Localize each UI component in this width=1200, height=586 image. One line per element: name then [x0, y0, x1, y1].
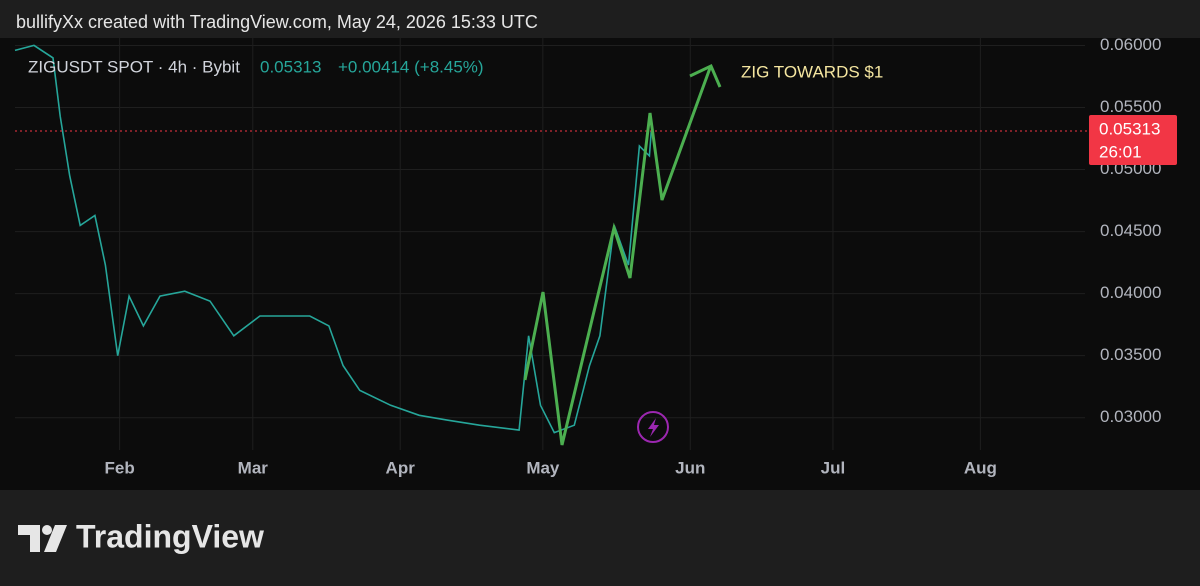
header: bullifyXx created with TradingView.com, …: [16, 12, 538, 32]
lightning: [648, 418, 659, 437]
x-tick-label: Feb: [105, 458, 135, 477]
price-tag: [1089, 115, 1177, 165]
x-tick-label: May: [526, 458, 560, 477]
arrow-head: [689, 63, 722, 88]
drawing-arrow: [523, 67, 712, 446]
countdown: 26:01: [1099, 142, 1142, 161]
chart-area: [0, 38, 1200, 490]
x-tick-label: Apr: [386, 458, 416, 477]
y-tick-label: 0.04500: [1100, 221, 1161, 240]
legend-price: 0.05313: [260, 57, 321, 76]
symbol: ZIGUSDT SPOT · 4h · Bybit: [28, 57, 240, 76]
x-tick-label: Aug: [964, 458, 997, 477]
y-tick-label: 0.05500: [1100, 97, 1161, 116]
x-tick-label: Mar: [238, 458, 269, 477]
plot: 0.030000.035000.040000.045000.050000.055…: [14, 35, 1161, 477]
x-tick-label: Jul: [821, 458, 846, 477]
legend-change: +0.00414 (+8.45%): [338, 57, 484, 76]
annotation: ZIG TOWARDS $1: [741, 62, 883, 81]
y-tick-label: 0.04000: [1100, 283, 1161, 302]
y-tick-label: 0.03000: [1100, 407, 1161, 426]
x-tick-label: Jun: [675, 458, 705, 477]
y-tick-label: 0.03500: [1100, 345, 1161, 364]
event-icon[interactable]: [637, 411, 669, 443]
price-line: [14, 44, 653, 434]
logo: [18, 525, 67, 552]
watermark: TradingView: [76, 518, 264, 554]
price-tag-value: 0.05313: [1099, 119, 1160, 138]
y-tick-label: 0.06000: [1100, 35, 1161, 54]
